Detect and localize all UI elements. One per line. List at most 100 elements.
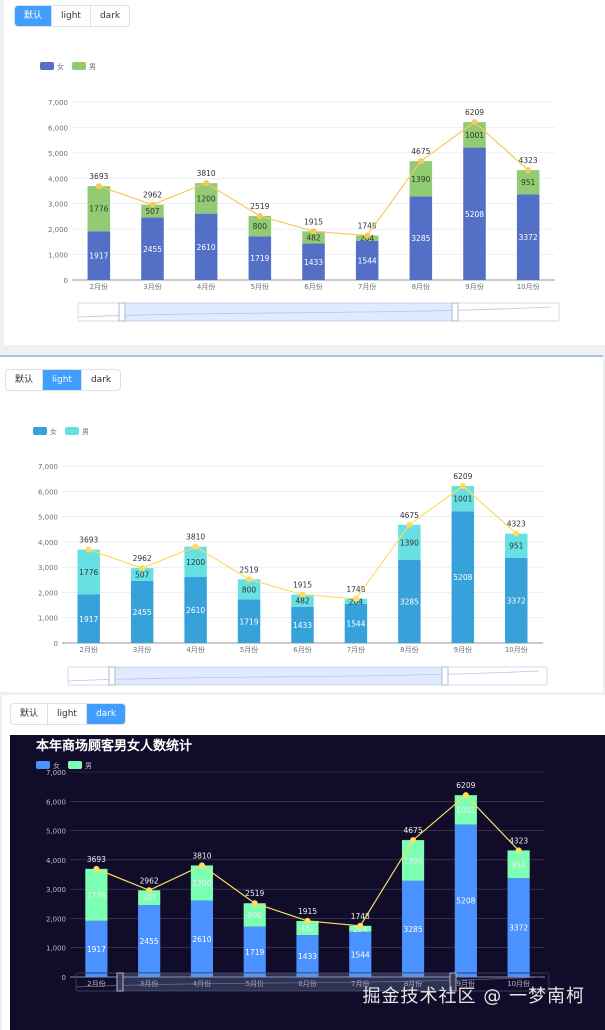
dark-chart-background xyxy=(10,735,605,1030)
bar-female xyxy=(355,240,379,280)
bar-male xyxy=(85,868,108,921)
data-label-male: 951 xyxy=(511,860,526,869)
data-zoom-preview xyxy=(77,306,552,318)
chart-default: 女 男 0 1,000 2,000 3,000 4,000 5,000 6,000 7,000 19… xyxy=(40,62,560,322)
bar-male xyxy=(507,850,530,879)
theme-button-dark[interactable]: dark xyxy=(90,375,112,385)
data-label-total: 3810 xyxy=(192,851,211,860)
bar-male xyxy=(141,204,164,218)
data-zoom-track[interactable] xyxy=(67,666,548,686)
total-point xyxy=(139,565,146,572)
data-label-male: 1001 xyxy=(465,131,484,140)
x-tick-label: 5月份 xyxy=(251,282,269,291)
bar-male xyxy=(248,215,272,237)
data-zoom-selection[interactable] xyxy=(122,303,454,321)
data-label-female: 5208 xyxy=(456,897,475,906)
data-zoom-handle[interactable] xyxy=(108,666,116,686)
bar-female xyxy=(516,194,540,280)
data-zoom-selection[interactable] xyxy=(112,667,444,685)
data-label-male: 951 xyxy=(521,178,536,187)
data-label-total: 1915 xyxy=(293,581,312,590)
theme-button-dark[interactable]: dark xyxy=(99,11,121,21)
y-tick-label: 1,000 xyxy=(38,615,58,623)
data-label-male: 800 xyxy=(248,911,263,920)
data-label-female: 3372 xyxy=(509,924,528,933)
theme-button-light[interactable]: light xyxy=(52,6,91,26)
data-zoom-handle[interactable] xyxy=(118,302,126,322)
theme-button-default[interactable]: 默认 xyxy=(6,370,44,390)
data-zoom-track[interactable] xyxy=(75,972,550,992)
bar-female xyxy=(243,926,266,977)
data-label-total: 3810 xyxy=(186,533,205,542)
total-point xyxy=(357,922,364,929)
theme-button-dark[interactable]: dark xyxy=(86,704,126,724)
legend-swatch-female xyxy=(33,427,47,435)
y-tick-label: 6,000 xyxy=(48,124,68,132)
bar-female xyxy=(409,196,433,280)
data-label-total: 3693 xyxy=(87,855,106,864)
data-zoom-selection[interactable] xyxy=(120,973,452,991)
watermark: 掘金技术社区 @ 一梦南柯 xyxy=(362,986,585,1007)
bar-male xyxy=(87,186,111,232)
total-point xyxy=(513,530,520,537)
bar-male xyxy=(296,920,319,936)
data-label-female: 1433 xyxy=(298,952,317,961)
bar-female xyxy=(77,594,100,643)
legend-label-female: 女 xyxy=(50,427,57,436)
bar-female xyxy=(344,603,368,643)
total-point xyxy=(203,180,210,187)
bar-male xyxy=(184,546,207,578)
data-label-total: 3810 xyxy=(197,169,216,178)
total-point xyxy=(198,862,205,869)
total-point xyxy=(149,201,156,208)
total-point xyxy=(410,837,417,844)
data-label-total: 4675 xyxy=(411,147,430,156)
data-label-male: 1390 xyxy=(404,856,423,865)
theme-button-light[interactable]: light xyxy=(48,704,87,724)
data-label-total: 2962 xyxy=(140,876,159,885)
bar-female xyxy=(138,905,161,977)
total-point xyxy=(93,865,100,872)
theme-button-default[interactable]: 默认 xyxy=(15,6,53,26)
x-tick-label: 2月份 xyxy=(87,979,105,988)
theme-button-default[interactable]: 默认 xyxy=(11,704,49,724)
bar-female xyxy=(302,243,325,280)
data-label-female: 1433 xyxy=(304,258,323,267)
bar-female xyxy=(141,217,164,280)
y-tick-label: 5,000 xyxy=(38,514,58,522)
data-label-total: 4323 xyxy=(507,520,526,529)
x-tick-label: 5月份 xyxy=(240,645,258,654)
bar-female xyxy=(184,577,207,643)
data-label-male: 1001 xyxy=(456,806,475,815)
bar-female xyxy=(87,231,111,280)
total-point xyxy=(462,792,469,799)
bar-male xyxy=(138,890,161,906)
total-point xyxy=(95,183,102,190)
legend-label-male: 男 xyxy=(85,762,92,770)
legend-label-male: 男 xyxy=(89,63,96,71)
data-zoom-track[interactable] xyxy=(77,302,560,322)
data-label-total: 1748 xyxy=(358,222,377,231)
x-tick-label: 7月份 xyxy=(351,979,369,988)
data-label-male: 1776 xyxy=(87,891,106,900)
total-point xyxy=(146,887,153,894)
data-zoom-handle[interactable] xyxy=(441,666,449,686)
data-label-male: 1200 xyxy=(192,879,211,888)
data-label-male: 482 xyxy=(295,597,310,606)
bar-female xyxy=(454,824,477,977)
legend-swatch-male xyxy=(68,761,82,769)
data-label-total: 1748 xyxy=(351,912,370,921)
data-label-total: 4323 xyxy=(519,156,538,165)
data-zoom-preview xyxy=(75,976,542,988)
chart-light: 女 男 0 1,000 2,000 3,000 4,000 5,000 6,000 7,000 19… xyxy=(33,427,548,686)
y-tick-label: 4,000 xyxy=(48,175,68,183)
chart-panel-default: 默认 light dark 女 男 0 1,000 2,000 3,000 4,000 5,0… xyxy=(4,0,605,345)
data-label-female: 1917 xyxy=(89,252,108,261)
bar-male xyxy=(401,840,425,881)
y-tick-label: 2,000 xyxy=(46,915,66,923)
data-zoom-handle[interactable] xyxy=(451,302,459,322)
data-zoom-handle[interactable] xyxy=(116,972,124,992)
bar-male xyxy=(77,549,100,595)
theme-button-light[interactable]: light xyxy=(43,370,82,390)
data-zoom-handle[interactable] xyxy=(449,972,457,992)
